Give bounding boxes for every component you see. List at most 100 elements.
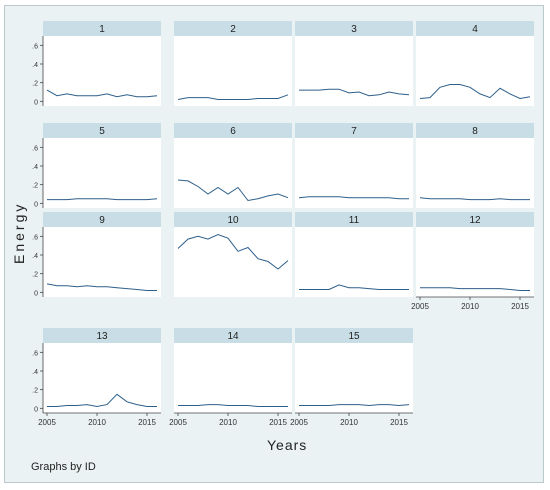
panel-11: 11 bbox=[295, 212, 413, 297]
y-tick-label: 0 bbox=[34, 406, 38, 413]
panel-plot-area bbox=[174, 36, 292, 106]
panel-3: 3 bbox=[295, 21, 413, 106]
panel-plot-area bbox=[416, 138, 534, 208]
y-tick-label: .4 bbox=[32, 62, 38, 69]
panel-15: 15 2005 2010 2015 bbox=[290, 328, 413, 427]
panel-plot-area bbox=[43, 138, 161, 208]
y-tick-label: .2 bbox=[32, 183, 38, 190]
series-line-5 bbox=[47, 198, 158, 201]
panel-plot-area bbox=[295, 343, 413, 413]
panel-14: 14 2005 2010 2015 bbox=[169, 328, 292, 427]
panel-title: 11 bbox=[349, 215, 360, 226]
panel-title: 3 bbox=[351, 24, 357, 35]
panel-title: 10 bbox=[227, 215, 239, 226]
series-line-14 bbox=[178, 404, 288, 407]
series-line-15 bbox=[299, 404, 410, 407]
figure-background: 1 0.2.4.6 2 3 4 5 0.2.4.6 6 7 8 9 0.2.4.6 10 11 12 2005… bbox=[4, 5, 544, 483]
panel-10: 10 bbox=[174, 212, 292, 297]
series-line-1 bbox=[46, 89, 158, 98]
x-axis-label: Years bbox=[267, 437, 308, 453]
panel-title: 4 bbox=[472, 24, 478, 35]
panel-title: 1 bbox=[99, 24, 105, 35]
panel-12: 12 2005 2010 2015 bbox=[411, 212, 534, 311]
small-multiples-plot: 10.2.4.62 3 450.2.4.66 7 890.2.4.610 11 122005… bbox=[32, 21, 534, 427]
x-tick-label: 2015 bbox=[269, 418, 287, 427]
panel-plot-area bbox=[43, 343, 161, 413]
panel-header bbox=[295, 328, 413, 343]
panel-title: 13 bbox=[96, 331, 108, 342]
panel-title: 8 bbox=[472, 126, 478, 137]
y-axis-label: Energy bbox=[11, 201, 27, 264]
x-tick-label: 2010 bbox=[88, 418, 106, 427]
y-tick-label: .6 bbox=[32, 145, 38, 152]
panel-2: 2 bbox=[174, 21, 292, 106]
panel-header bbox=[174, 212, 292, 227]
panel-header bbox=[43, 21, 161, 36]
panel-title: 14 bbox=[227, 331, 239, 342]
series-line-4 bbox=[419, 84, 531, 100]
panel-header bbox=[416, 123, 534, 138]
x-tick-label: 2005 bbox=[411, 302, 429, 311]
series-line-13 bbox=[47, 393, 157, 408]
panel-title: 2 bbox=[230, 24, 236, 35]
series-line-8 bbox=[419, 197, 530, 201]
y-tick-label: .4 bbox=[32, 253, 38, 260]
panel-header bbox=[174, 328, 292, 343]
panel-title: 5 bbox=[99, 126, 105, 137]
series-line-6 bbox=[177, 179, 289, 202]
panel-title: 6 bbox=[230, 126, 236, 137]
x-tick-label: 2010 bbox=[461, 302, 479, 311]
y-tick-label: .2 bbox=[32, 81, 38, 88]
panel-header bbox=[295, 123, 413, 138]
x-tick-label: 2005 bbox=[169, 418, 187, 427]
x-tick-label: 2015 bbox=[390, 418, 408, 427]
series-line-10 bbox=[177, 233, 289, 270]
x-tick-label: 2015 bbox=[138, 418, 156, 427]
panel-header bbox=[43, 123, 161, 138]
x-tick-label: 2010 bbox=[219, 418, 237, 427]
y-tick-label: .4 bbox=[32, 369, 38, 376]
panel-plot-area bbox=[416, 227, 534, 297]
x-tick-label: 2005 bbox=[290, 418, 308, 427]
panel-header bbox=[295, 21, 413, 36]
panel-header bbox=[43, 212, 161, 227]
x-tick-label: 2005 bbox=[38, 418, 56, 427]
panel-13: 13 0 .2 .4 .6 2005 2010 2015 bbox=[32, 328, 161, 427]
y-tick-label: 0 bbox=[34, 201, 38, 208]
panel-1: 1 0 .2 .4 .6 bbox=[32, 21, 161, 106]
panel-header bbox=[174, 21, 292, 36]
y-tick-label: 0 bbox=[34, 99, 38, 106]
panel-plot-area bbox=[295, 36, 413, 106]
series-line-3 bbox=[299, 88, 410, 97]
panel-title: 7 bbox=[351, 126, 357, 137]
y-tick-label: .6 bbox=[32, 234, 38, 241]
panel-header bbox=[43, 328, 161, 343]
panel-5: 5 0 .2 .4 .6 bbox=[32, 123, 161, 208]
panel-7: 7 bbox=[295, 123, 413, 208]
panel-plot-area bbox=[295, 227, 413, 297]
panel-plot-area bbox=[416, 36, 534, 106]
panel-8: 8 bbox=[416, 123, 534, 208]
panel-4: 4 bbox=[416, 21, 534, 106]
series-line-12 bbox=[420, 287, 530, 291]
panel-title: 12 bbox=[469, 215, 481, 226]
panel-plot-area bbox=[174, 138, 292, 208]
y-tick-label: .2 bbox=[32, 272, 38, 279]
panel-9: 9 0 .2 .4 .6 bbox=[32, 212, 161, 297]
panel-plot-area bbox=[174, 343, 292, 413]
panel-6: 6 bbox=[174, 123, 292, 208]
series-line-11 bbox=[299, 284, 409, 290]
x-tick-label: 2010 bbox=[340, 418, 358, 427]
y-tick-label: .6 bbox=[32, 43, 38, 50]
panel-header bbox=[416, 212, 534, 227]
panel-title: 15 bbox=[348, 331, 360, 342]
series-line-9 bbox=[46, 283, 157, 291]
panel-header bbox=[174, 123, 292, 138]
graphs-by-note: Graphs by ID bbox=[31, 461, 96, 473]
series-line-2 bbox=[177, 94, 289, 100]
panel-header bbox=[416, 21, 534, 36]
panel-title: 9 bbox=[99, 215, 105, 226]
y-tick-label: .4 bbox=[32, 164, 38, 171]
y-tick-label: .2 bbox=[32, 388, 38, 395]
panel-plot-area bbox=[174, 227, 292, 297]
